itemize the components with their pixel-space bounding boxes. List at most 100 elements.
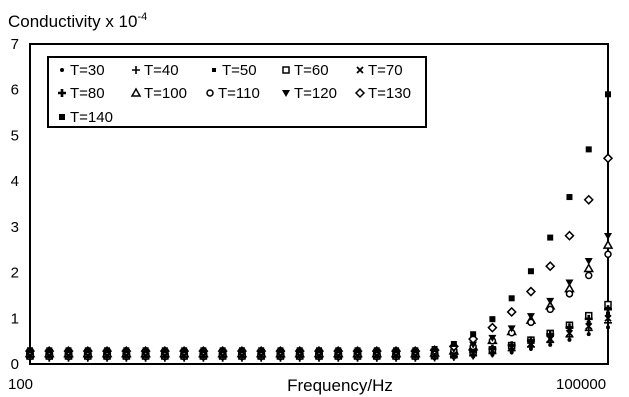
marker-down-triangle	[488, 334, 497, 342]
marker-triangle	[583, 262, 595, 273]
marker-circle	[604, 250, 612, 259]
marker-filled-square	[393, 347, 400, 354]
y-tick-label: 3	[11, 219, 19, 236]
marker-down-triangle	[604, 233, 612, 240]
plot-frame	[29, 43, 609, 365]
marker-small-square	[212, 68, 216, 72]
y-axis-title-exponent: -4	[137, 11, 147, 23]
marker-plus	[604, 318, 612, 327]
marker-filled-square	[59, 114, 65, 120]
marker-plus	[584, 326, 593, 335]
marker-down-triangle	[507, 325, 516, 333]
marker-down-triangle	[584, 257, 593, 265]
marker-filled-square	[46, 347, 53, 354]
marker-filled-square	[412, 347, 419, 354]
marker-filled-square	[258, 347, 265, 354]
legend-label: T=80	[70, 85, 105, 102]
marker-filled-square	[547, 234, 554, 241]
marker-triangle	[130, 87, 142, 97]
marker-filled-cross	[58, 89, 66, 97]
marker-cross	[604, 314, 612, 322]
x-axis-title: Frequency/Hz	[287, 376, 393, 395]
marker-diamond	[468, 333, 479, 345]
y-tick-label: 0	[11, 356, 19, 373]
legend-item: T=80	[58, 85, 105, 102]
marker-filled-square	[238, 347, 245, 354]
marker-filled-square	[450, 340, 457, 347]
marker-filled-cross	[507, 341, 516, 350]
series-T-140	[27, 91, 611, 354]
x-tick-label: 100000	[556, 376, 606, 393]
marker-filled-square	[181, 347, 188, 354]
marker-filled-square	[508, 295, 515, 302]
legend-item: T=130	[354, 85, 411, 102]
marker-open-square	[282, 66, 290, 74]
marker-small-square	[606, 311, 610, 316]
legend-item: T=60	[282, 62, 329, 79]
legend-label: T=140	[70, 109, 113, 126]
marker-filled-cross	[584, 314, 593, 323]
y-tick-label: 4	[11, 173, 19, 190]
y-axis-title-main: Conductivity x 10	[8, 12, 137, 31]
legend-label: T=100	[144, 85, 187, 102]
legend-item: T=100	[130, 85, 187, 102]
marker-filled-cross	[604, 305, 612, 314]
legend-item: T=110	[206, 85, 260, 102]
marker-circle	[206, 89, 214, 97]
marker-circle	[546, 305, 554, 314]
marker-filled-square	[142, 347, 149, 354]
legend-item: T=70	[356, 62, 403, 79]
series-T-120	[26, 233, 612, 356]
marker-triangle	[602, 239, 614, 249]
marker-circle	[565, 290, 574, 298]
marker-filled-square	[470, 331, 477, 338]
marker-filled-cross	[526, 336, 535, 345]
y-tick-label: 2	[11, 265, 19, 282]
legend-label: T=120	[294, 85, 337, 102]
y-tick-label: 1	[11, 310, 19, 327]
marker-filled-square	[489, 316, 496, 323]
legend-label: T=30	[70, 62, 105, 79]
marker-filled-square	[527, 268, 534, 275]
y-tick-label: 7	[11, 36, 19, 53]
legend-label: T=40	[144, 62, 179, 79]
marker-circle	[527, 318, 535, 327]
marker-diamond	[564, 230, 575, 241]
y-axis-title: Conductivity x 10-4	[8, 11, 147, 31]
y-tick-label: 6	[11, 82, 19, 99]
marker-dot	[606, 325, 610, 330]
marker-filled-square	[335, 347, 342, 354]
marker-filled-square	[296, 347, 303, 354]
legend-label: T=60	[294, 62, 329, 79]
marker-filled-square	[585, 146, 592, 153]
marker-down-triangle	[469, 341, 478, 349]
marker-filled-square	[566, 194, 573, 201]
marker-circle	[584, 271, 593, 280]
series-T-100	[24, 239, 614, 358]
marker-filled-square	[104, 347, 111, 354]
legend: T=30 T=40 T=50 T=60 T=70 T=80 T=100 T=110 T=120 T…	[47, 56, 427, 128]
marker-filled-square	[123, 347, 130, 354]
legend-item: T=140	[59, 109, 113, 126]
marker-filled-square	[373, 347, 380, 354]
legend-item: T=120	[282, 85, 337, 102]
marker-filled-square	[605, 91, 611, 98]
marker-cross	[356, 66, 364, 74]
marker-dot	[60, 68, 64, 72]
marker-down-triangle	[526, 313, 535, 321]
marker-diamond	[602, 153, 614, 164]
marker-diamond	[583, 194, 594, 205]
marker-filled-square	[200, 347, 207, 354]
marker-diamond	[545, 261, 556, 272]
marker-diamond	[525, 286, 536, 297]
marker-filled-square	[277, 347, 284, 354]
legend-label: T=50	[222, 62, 257, 79]
series-T-110	[26, 250, 612, 357]
x-axis-ticks: 100 100000	[8, 376, 606, 393]
marker-filled-square	[431, 346, 438, 353]
series-T-130	[24, 153, 614, 357]
y-axis-ticks: 0 1 2 3 4 5 6 7	[11, 36, 19, 373]
data-points	[24, 91, 614, 362]
legend-item: T=50	[212, 62, 257, 79]
